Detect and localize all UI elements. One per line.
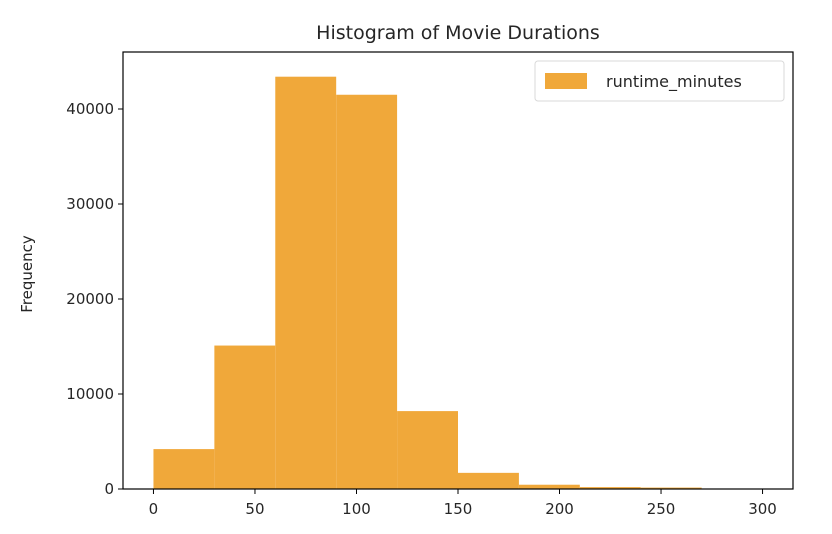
- histogram-bar: [458, 472, 519, 489]
- y-ticks: 0 10000 20000 30000 40000: [66, 100, 123, 498]
- legend-label: runtime_minutes: [606, 72, 742, 92]
- chart-title: Histogram of Movie Durations: [316, 22, 600, 44]
- histogram-bar: [214, 345, 276, 489]
- y-tick-label: 10000: [66, 385, 114, 403]
- histogram-bar: [153, 449, 215, 489]
- legend-box: [534, 60, 785, 102]
- legend-swatch: [545, 73, 587, 89]
- x-tick-label: 0: [149, 500, 159, 518]
- x-tick-label: 50: [245, 500, 264, 518]
- y-axis-label: Frequency: [18, 235, 36, 313]
- bars-group: [153, 76, 763, 489]
- legend: runtime_minutes: [534, 60, 785, 102]
- y-tick-label: 40000: [66, 100, 114, 118]
- histogram-bar: [397, 411, 458, 489]
- y-tick-label: 0: [104, 480, 114, 498]
- histogram-bar: [640, 487, 702, 489]
- histogram-bar: [336, 94, 398, 489]
- x-ticks: 0 50 100 150 200 250 300: [149, 489, 777, 518]
- y-tick-label: 20000: [66, 290, 114, 308]
- plot-frame: [122, 51, 794, 490]
- x-tick-label: 200: [545, 500, 574, 518]
- histogram-bar: [518, 484, 580, 489]
- x-tick-label: 150: [444, 500, 473, 518]
- histogram-bar: [275, 76, 337, 489]
- x-tick-label: 100: [342, 500, 371, 518]
- histogram-bar: [579, 487, 641, 489]
- x-tick-label: 300: [748, 500, 777, 518]
- x-tick-label: 250: [647, 500, 676, 518]
- y-tick-label: 30000: [66, 195, 114, 213]
